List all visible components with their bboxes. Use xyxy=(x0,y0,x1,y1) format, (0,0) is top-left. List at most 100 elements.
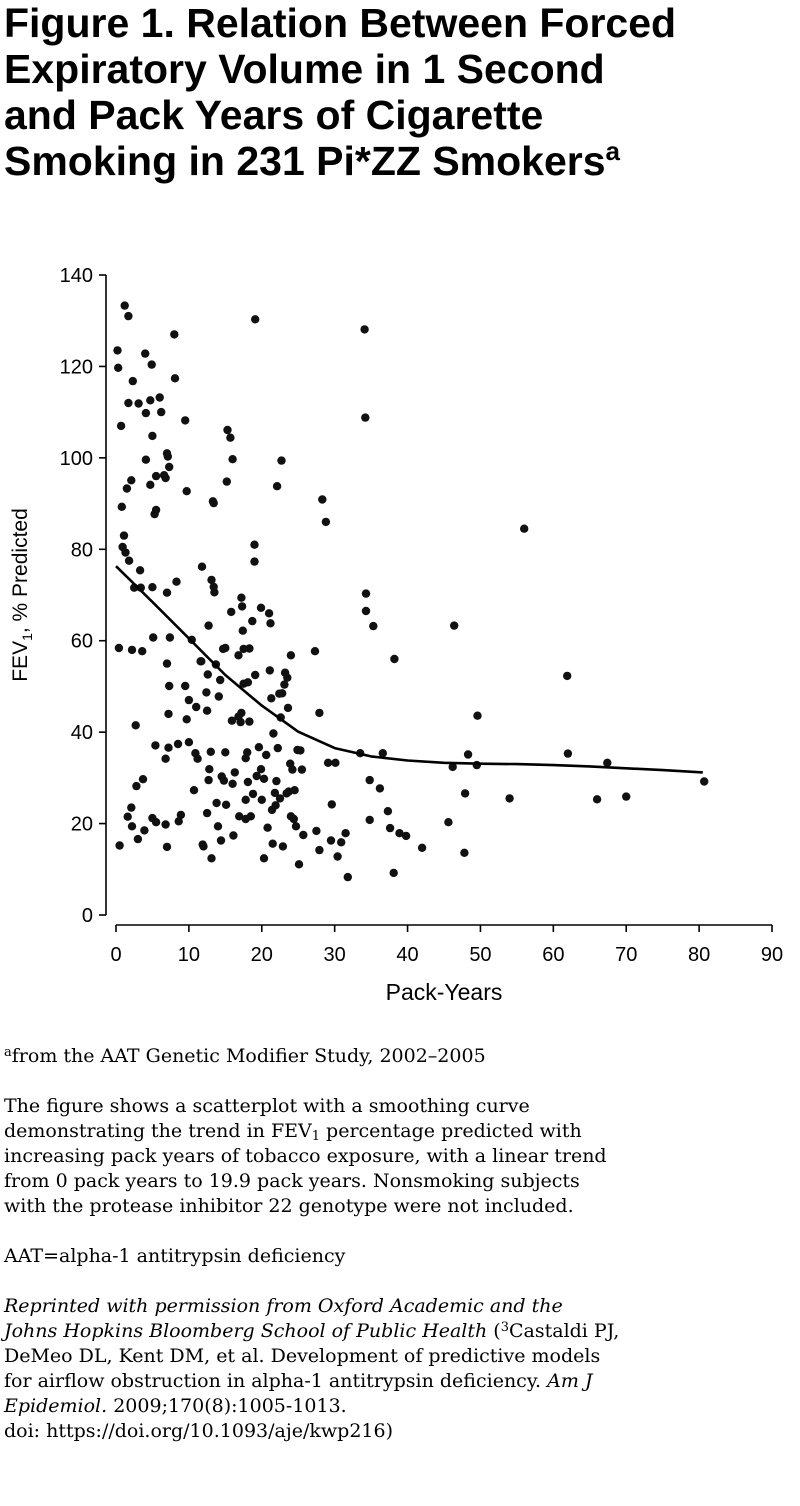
description-text: increasing pack years of tobacco exposur… xyxy=(4,1145,607,1167)
data-point xyxy=(241,795,250,804)
data-point xyxy=(463,750,473,759)
data-point xyxy=(700,777,709,786)
data-point xyxy=(229,831,238,840)
data-point xyxy=(383,807,393,816)
description-line: with the protease inhibitor 22 genotype … xyxy=(4,1194,784,1219)
x-tick-label: 10 xyxy=(178,944,200,966)
data-point xyxy=(192,702,201,712)
y-tick-label: 0 xyxy=(82,905,93,927)
data-point xyxy=(133,834,143,844)
data-point xyxy=(343,872,352,882)
data-point xyxy=(162,659,172,668)
data-point xyxy=(266,619,275,628)
data-point xyxy=(172,577,181,586)
figure-description: The figure shows a scatterplot with a sm… xyxy=(4,1094,784,1219)
data-point xyxy=(378,749,387,758)
data-point xyxy=(176,810,186,820)
data-point xyxy=(268,839,277,848)
data-point xyxy=(296,746,305,755)
data-point xyxy=(149,633,158,642)
data-point xyxy=(264,609,274,618)
data-point xyxy=(151,471,161,481)
x-tick-label: 20 xyxy=(251,944,273,966)
data-point xyxy=(234,651,243,660)
data-point xyxy=(199,842,208,851)
description-text: with the protease inhibitor 22 genotype … xyxy=(4,1195,574,1217)
data-point xyxy=(327,800,336,809)
data-point xyxy=(227,607,236,617)
x-tick-label: 90 xyxy=(761,944,783,966)
data-point xyxy=(117,502,127,511)
description-line: increasing pack years of tobacco exposur… xyxy=(4,1144,784,1169)
data-point xyxy=(246,812,255,821)
data-point xyxy=(254,743,264,752)
data-point xyxy=(120,301,129,310)
y-tick-label: 120 xyxy=(60,356,93,378)
data-point xyxy=(390,654,399,664)
data-point xyxy=(237,593,246,602)
reprint-text: doi: https://doi.org/10.1093/aje/kwp216) xyxy=(4,1420,393,1442)
data-point xyxy=(275,794,285,803)
data-point xyxy=(272,482,282,491)
data-point xyxy=(278,689,287,698)
data-point xyxy=(202,808,212,818)
data-point xyxy=(204,775,213,785)
data-point xyxy=(248,616,257,626)
data-point xyxy=(127,803,136,812)
data-point xyxy=(395,829,404,838)
data-point xyxy=(202,706,212,715)
data-point xyxy=(184,738,194,747)
data-point xyxy=(148,583,157,592)
data-point xyxy=(269,729,278,738)
data-point xyxy=(141,455,151,464)
data-point xyxy=(134,399,143,408)
reprint-italic-text: Epidemiol. xyxy=(4,1395,108,1417)
data-point xyxy=(151,505,161,515)
data-point xyxy=(273,743,282,753)
data-point xyxy=(162,588,172,597)
data-point xyxy=(472,760,481,770)
data-point xyxy=(622,792,631,801)
data-point xyxy=(360,325,369,334)
data-point xyxy=(444,818,453,827)
data-point xyxy=(263,823,272,832)
data-point xyxy=(203,670,212,679)
title-line-4: Smoking in 231 Pi*ZZ Smokersa xyxy=(4,138,794,184)
data-point xyxy=(119,531,129,540)
data-point xyxy=(237,708,246,718)
data-point xyxy=(127,645,137,655)
data-point xyxy=(161,820,170,829)
data-point xyxy=(222,477,231,486)
data-point xyxy=(157,407,166,417)
data-point xyxy=(228,779,237,788)
data-point xyxy=(173,739,183,749)
y-axis-label-subscript: 1 xyxy=(19,633,35,641)
data-point xyxy=(207,854,216,863)
data-point xyxy=(163,452,172,461)
x-tick-label: 80 xyxy=(688,944,710,966)
data-point xyxy=(161,473,170,483)
data-point xyxy=(213,822,223,831)
title-line-1: Figure 1. Relation Between Forced xyxy=(4,0,677,46)
data-point xyxy=(219,776,229,785)
data-point xyxy=(221,800,231,809)
data-point xyxy=(135,566,145,575)
data-point xyxy=(460,789,470,798)
data-point xyxy=(243,748,252,757)
data-point xyxy=(165,462,174,472)
data-point xyxy=(563,749,573,758)
data-point xyxy=(197,562,207,571)
description-text: The figure shows a scatterplot with a sm… xyxy=(4,1095,530,1117)
y-tick-label: 60 xyxy=(71,631,93,653)
data-point xyxy=(138,775,148,784)
footnote: afrom the AAT Genetic Modifier Study, 20… xyxy=(4,1044,784,1069)
data-point xyxy=(174,817,183,826)
data-point xyxy=(140,826,149,835)
data-point xyxy=(450,621,459,630)
data-point xyxy=(227,716,237,725)
data-point xyxy=(278,842,288,851)
data-point xyxy=(207,575,216,585)
data-point xyxy=(181,416,190,425)
title-line-4-text: Smoking in 231 Pi*ZZ Smokers xyxy=(4,138,606,184)
footnote-marker: a xyxy=(4,1045,12,1060)
